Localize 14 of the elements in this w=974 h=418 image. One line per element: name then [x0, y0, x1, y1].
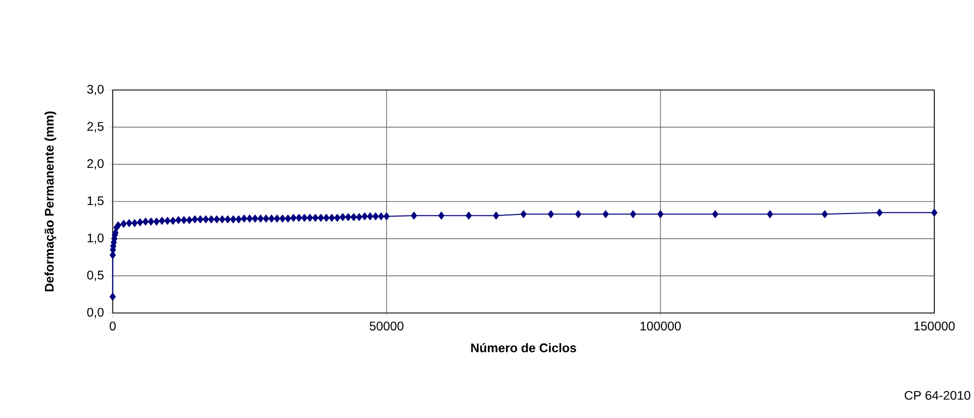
x-tick-label: 0 [110, 322, 116, 330]
y-tick-label: 1,0 [88, 233, 104, 244]
y-axis-title: Deformação Permanente (mm) [44, 111, 56, 292]
y-tick-label: 2,0 [87, 159, 104, 170]
y-tick-label: 1,5 [88, 196, 104, 207]
y-tick-label: 0,0 [87, 308, 104, 318]
x-tick-label: 100000 [640, 322, 681, 330]
y-tick-label: 2,5 [87, 122, 104, 132]
x-axis-title: Número de Ciclos [471, 342, 576, 352]
text: CP 64-2010 [904, 390, 970, 400]
y-tick-label: 0,5 [87, 270, 104, 281]
y-tick-label: 3,0 [87, 84, 104, 96]
x-tick-label: 150000 [914, 322, 955, 330]
x-tick-label: 50000 [370, 322, 404, 330]
